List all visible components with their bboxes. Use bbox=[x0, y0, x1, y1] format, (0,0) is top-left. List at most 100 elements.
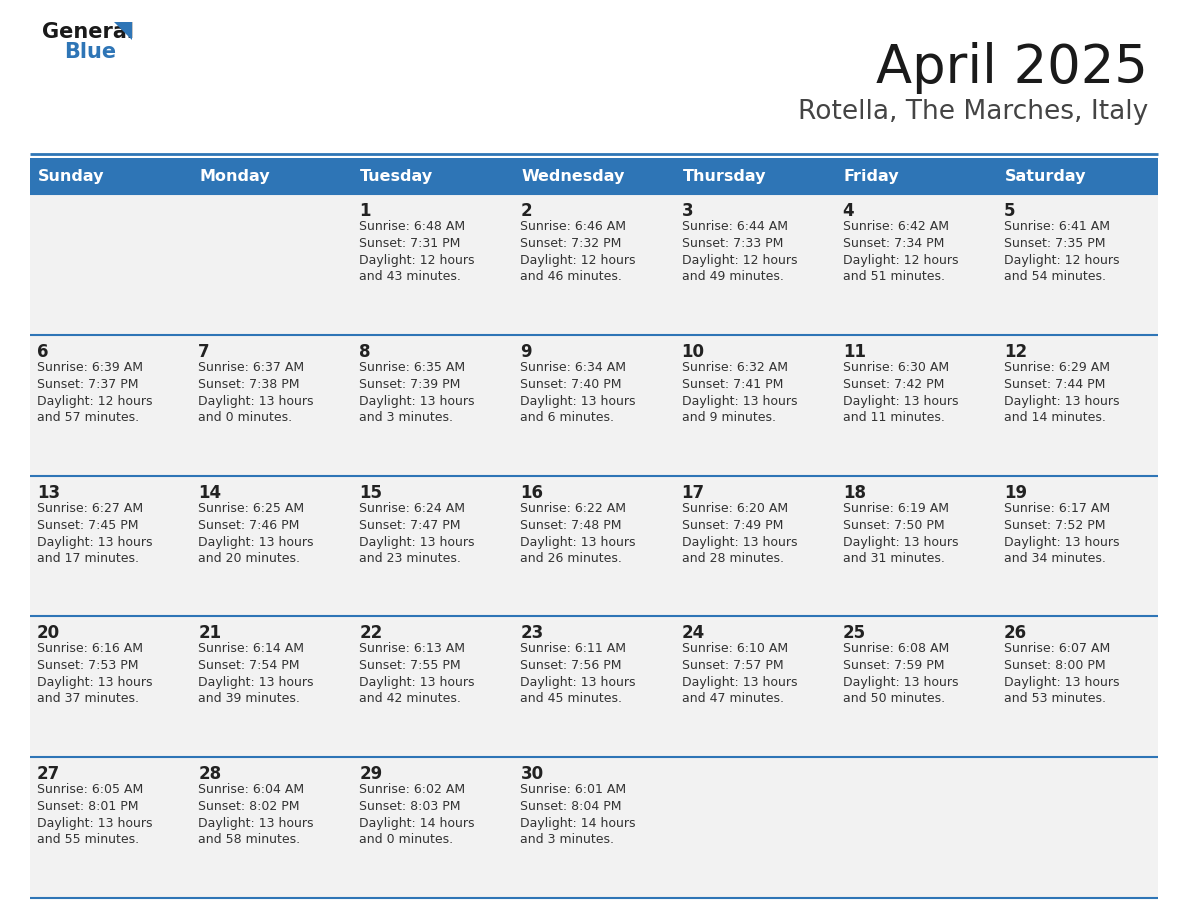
Text: Daylight: 13 hours: Daylight: 13 hours bbox=[37, 677, 152, 689]
Text: and 47 minutes.: and 47 minutes. bbox=[682, 692, 784, 705]
Text: 4: 4 bbox=[842, 202, 854, 220]
Bar bbox=[353, 158, 513, 194]
Text: 14: 14 bbox=[198, 484, 221, 501]
Text: Sunset: 7:33 PM: Sunset: 7:33 PM bbox=[682, 237, 783, 250]
Text: Daylight: 12 hours: Daylight: 12 hours bbox=[1004, 254, 1119, 267]
Text: Sunset: 7:41 PM: Sunset: 7:41 PM bbox=[682, 378, 783, 391]
Text: Friday: Friday bbox=[843, 169, 899, 184]
Text: and 0 minutes.: and 0 minutes. bbox=[359, 834, 454, 846]
Text: Tuesday: Tuesday bbox=[360, 169, 434, 184]
Text: Sunset: 7:57 PM: Sunset: 7:57 PM bbox=[682, 659, 783, 672]
Text: and 34 minutes.: and 34 minutes. bbox=[1004, 552, 1106, 565]
Text: Sunrise: 6:30 AM: Sunrise: 6:30 AM bbox=[842, 361, 949, 374]
Text: Sunrise: 6:22 AM: Sunrise: 6:22 AM bbox=[520, 501, 626, 515]
Bar bbox=[675, 757, 835, 898]
Text: and 3 minutes.: and 3 minutes. bbox=[520, 834, 614, 846]
Bar bbox=[353, 757, 513, 898]
Bar bbox=[675, 476, 835, 616]
Bar bbox=[997, 616, 1158, 757]
Text: Saturday: Saturday bbox=[1005, 169, 1086, 184]
Bar bbox=[30, 757, 191, 898]
Bar bbox=[191, 616, 353, 757]
Text: Daylight: 13 hours: Daylight: 13 hours bbox=[359, 395, 475, 408]
Text: Sunset: 7:38 PM: Sunset: 7:38 PM bbox=[198, 378, 299, 391]
Text: Blue: Blue bbox=[64, 42, 116, 62]
Bar bbox=[191, 335, 353, 476]
Bar bbox=[191, 194, 353, 335]
Text: 16: 16 bbox=[520, 484, 543, 501]
Text: Daylight: 13 hours: Daylight: 13 hours bbox=[359, 677, 475, 689]
Text: Sunrise: 6:16 AM: Sunrise: 6:16 AM bbox=[37, 643, 143, 655]
Text: Daylight: 12 hours: Daylight: 12 hours bbox=[682, 254, 797, 267]
Text: Daylight: 14 hours: Daylight: 14 hours bbox=[359, 817, 475, 830]
Text: 29: 29 bbox=[359, 766, 383, 783]
Text: Sunset: 7:42 PM: Sunset: 7:42 PM bbox=[842, 378, 944, 391]
Text: and 20 minutes.: and 20 minutes. bbox=[198, 552, 301, 565]
Text: Sunrise: 6:19 AM: Sunrise: 6:19 AM bbox=[842, 501, 949, 515]
Text: 3: 3 bbox=[682, 202, 693, 220]
Text: Daylight: 13 hours: Daylight: 13 hours bbox=[198, 817, 314, 830]
Text: and 31 minutes.: and 31 minutes. bbox=[842, 552, 944, 565]
Text: 10: 10 bbox=[682, 342, 704, 361]
Text: Sunset: 8:01 PM: Sunset: 8:01 PM bbox=[37, 800, 139, 813]
Text: 19: 19 bbox=[1004, 484, 1026, 501]
Text: Sunset: 7:48 PM: Sunset: 7:48 PM bbox=[520, 519, 623, 532]
Text: Daylight: 13 hours: Daylight: 13 hours bbox=[37, 535, 152, 549]
Bar bbox=[353, 335, 513, 476]
Text: Sunrise: 6:37 AM: Sunrise: 6:37 AM bbox=[198, 361, 304, 374]
Text: Daylight: 13 hours: Daylight: 13 hours bbox=[198, 677, 314, 689]
Text: Sunset: 7:39 PM: Sunset: 7:39 PM bbox=[359, 378, 461, 391]
Text: Sunset: 7:32 PM: Sunset: 7:32 PM bbox=[520, 237, 621, 250]
Text: and 58 minutes.: and 58 minutes. bbox=[198, 834, 301, 846]
Text: 24: 24 bbox=[682, 624, 704, 643]
Text: Sunset: 8:04 PM: Sunset: 8:04 PM bbox=[520, 800, 623, 813]
Text: and 51 minutes.: and 51 minutes. bbox=[842, 270, 944, 283]
Text: and 39 minutes.: and 39 minutes. bbox=[198, 692, 301, 705]
Text: Sunset: 7:35 PM: Sunset: 7:35 PM bbox=[1004, 237, 1105, 250]
Text: Sunset: 7:40 PM: Sunset: 7:40 PM bbox=[520, 378, 623, 391]
Bar bbox=[997, 476, 1158, 616]
Text: Daylight: 12 hours: Daylight: 12 hours bbox=[842, 254, 959, 267]
Bar bbox=[835, 335, 997, 476]
Text: 18: 18 bbox=[842, 484, 866, 501]
Bar bbox=[353, 616, 513, 757]
Text: Sunrise: 6:35 AM: Sunrise: 6:35 AM bbox=[359, 361, 466, 374]
Bar bbox=[675, 194, 835, 335]
Bar bbox=[675, 158, 835, 194]
Text: Sunset: 7:55 PM: Sunset: 7:55 PM bbox=[359, 659, 461, 672]
Bar bbox=[835, 476, 997, 616]
Bar bbox=[353, 194, 513, 335]
Text: 7: 7 bbox=[198, 342, 210, 361]
Text: Daylight: 13 hours: Daylight: 13 hours bbox=[198, 395, 314, 408]
Text: Sunset: 7:34 PM: Sunset: 7:34 PM bbox=[842, 237, 944, 250]
Bar bbox=[675, 616, 835, 757]
Text: Sunset: 8:02 PM: Sunset: 8:02 PM bbox=[198, 800, 299, 813]
Text: Sunrise: 6:39 AM: Sunrise: 6:39 AM bbox=[37, 361, 143, 374]
Text: 27: 27 bbox=[37, 766, 61, 783]
Text: 12: 12 bbox=[1004, 342, 1026, 361]
Text: Sunset: 7:56 PM: Sunset: 7:56 PM bbox=[520, 659, 623, 672]
Bar bbox=[191, 757, 353, 898]
Text: Sunset: 7:31 PM: Sunset: 7:31 PM bbox=[359, 237, 461, 250]
Text: Sunset: 7:52 PM: Sunset: 7:52 PM bbox=[1004, 519, 1105, 532]
Text: Sunrise: 6:05 AM: Sunrise: 6:05 AM bbox=[37, 783, 144, 796]
Text: and 53 minutes.: and 53 minutes. bbox=[1004, 692, 1106, 705]
Bar bbox=[997, 335, 1158, 476]
Text: 2: 2 bbox=[520, 202, 532, 220]
Text: 1: 1 bbox=[359, 202, 371, 220]
Text: 22: 22 bbox=[359, 624, 383, 643]
Text: and 57 minutes.: and 57 minutes. bbox=[37, 410, 139, 424]
Text: Sunset: 7:37 PM: Sunset: 7:37 PM bbox=[37, 378, 139, 391]
Bar bbox=[835, 757, 997, 898]
Text: 5: 5 bbox=[1004, 202, 1016, 220]
Bar bbox=[835, 194, 997, 335]
Polygon shape bbox=[114, 22, 132, 40]
Text: and 3 minutes.: and 3 minutes. bbox=[359, 410, 454, 424]
Text: Sunset: 7:47 PM: Sunset: 7:47 PM bbox=[359, 519, 461, 532]
Text: Sunrise: 6:04 AM: Sunrise: 6:04 AM bbox=[198, 783, 304, 796]
Text: Sunset: 7:50 PM: Sunset: 7:50 PM bbox=[842, 519, 944, 532]
Text: 26: 26 bbox=[1004, 624, 1026, 643]
Text: Daylight: 12 hours: Daylight: 12 hours bbox=[359, 254, 475, 267]
Text: and 26 minutes.: and 26 minutes. bbox=[520, 552, 623, 565]
Text: Sunrise: 6:17 AM: Sunrise: 6:17 AM bbox=[1004, 501, 1110, 515]
